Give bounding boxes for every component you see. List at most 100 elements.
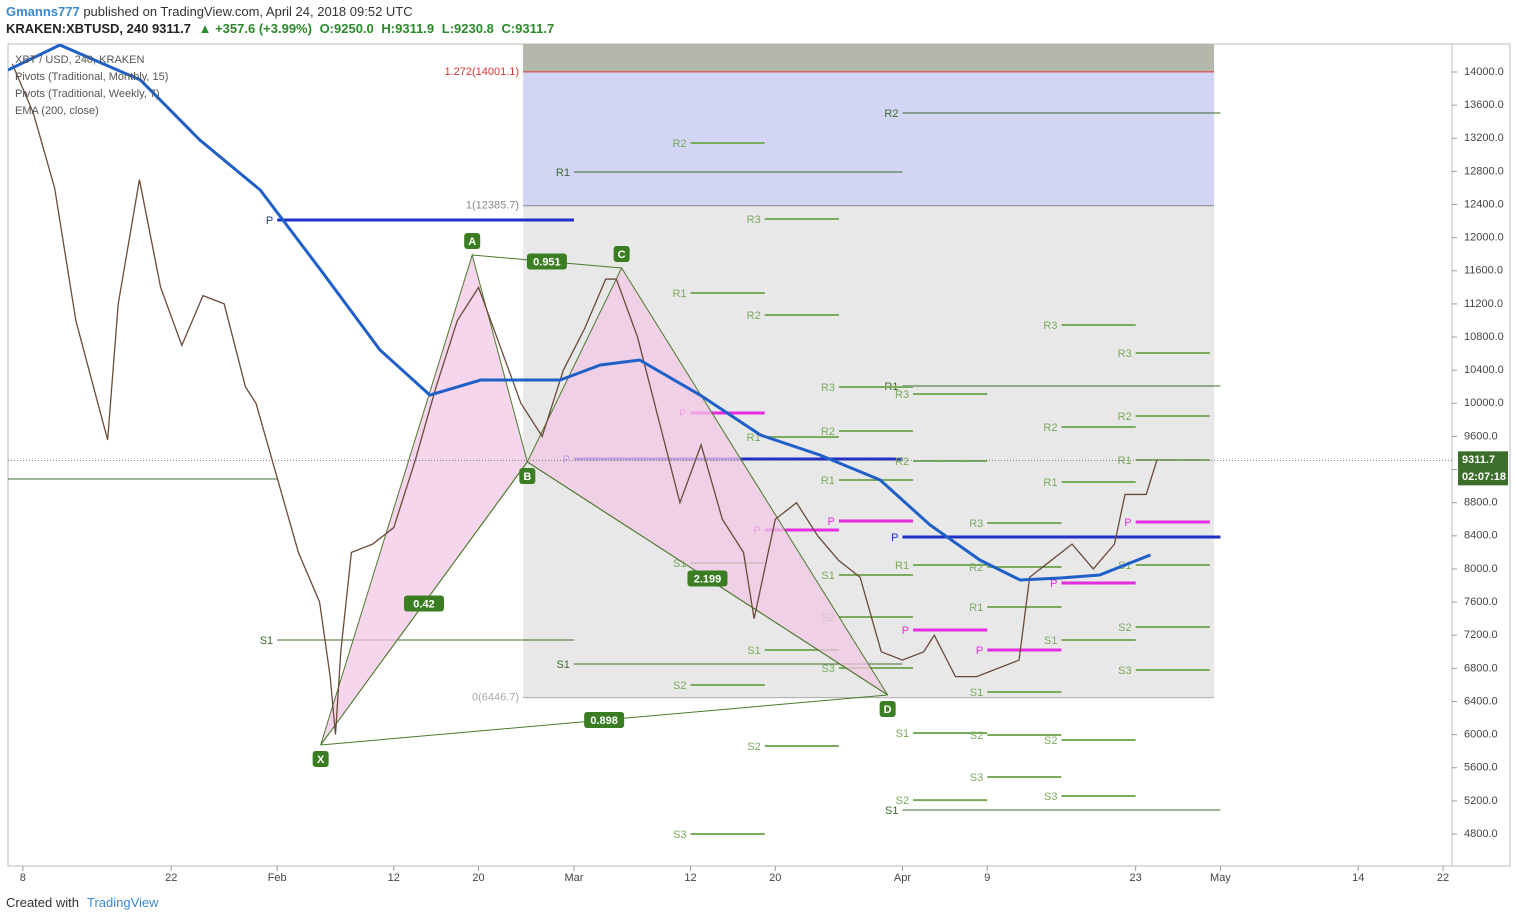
pivot-label: P (976, 645, 983, 657)
pivot-label: S1 (885, 805, 898, 817)
change: ▲ +357.6 (+3.99%) (198, 21, 312, 36)
point-label: A (468, 236, 476, 248)
pivot-layer: PS1R1PS1R2R1PS1R2R1PS1S2S3R3R2R1PS1S2R3R… (8, 108, 1221, 841)
y-tick-label: 5200.0 (1464, 795, 1498, 807)
y-tick-label: 10800.0 (1464, 331, 1504, 343)
y-tick-label: 14000.0 (1464, 66, 1504, 78)
y-tick-label: 11600.0 (1464, 265, 1503, 277)
point-label: C (618, 249, 626, 261)
pivot-label: P (902, 625, 909, 637)
point-box (312, 750, 329, 767)
pivot-label: R3 (969, 518, 983, 530)
ema-line (8, 44, 1152, 582)
x-tick-label: 20 (769, 872, 781, 884)
series-layer (8, 44, 1452, 735)
y-tick-label: 5600.0 (1464, 762, 1498, 774)
fib-label: 1(12385.7) (466, 200, 519, 212)
published: published on TradingView.com, April 24, … (83, 4, 413, 19)
pivot-label: P (891, 532, 898, 544)
last: 9311.7 (151, 21, 191, 36)
pivot-label: R1 (747, 432, 761, 444)
y-tick-label: 12800.0 (1464, 165, 1504, 177)
x-tick-label: Feb (268, 872, 287, 884)
axis-layer: 4800.0 5200.0 5600.0 6000.0 6400.0 6800.0 7200… (20, 66, 1508, 884)
legend: XBT / USD, 240, KRAKEN Pivots (Traditiona… (15, 54, 168, 117)
pivot-label: S2 (673, 680, 686, 692)
footer: Created with TradingView (6, 895, 159, 910)
x-tick-label: 22 (165, 872, 177, 884)
ratio-box (403, 595, 444, 612)
chart: 1.272(14001.1) 1(12385.7) 0(6446.7) P S1 R1 P… (7, 43, 1511, 884)
y-tick-label: 13200.0 (1464, 132, 1504, 144)
x-tick-label: 8 (20, 872, 26, 884)
pivot-label: R2 (821, 426, 835, 438)
pivot-label: S2 (896, 795, 909, 807)
pivot-label: P (828, 516, 835, 528)
pivot-label: S3 (1044, 791, 1057, 803)
publisher[interactable]: Gmanns777 (6, 4, 80, 19)
fib-label: 0(6446.7) (472, 692, 519, 704)
x-tick-label: Mar (564, 872, 583, 884)
pivot-label: R2 (969, 562, 983, 574)
pivot-label: S1 (1044, 635, 1057, 647)
pivot-label: S2 (970, 730, 983, 742)
point-box (464, 233, 481, 250)
point-box (519, 467, 536, 484)
y-tick-label: 12000.0 (1464, 232, 1504, 244)
ratio-box (584, 711, 625, 728)
pivot-label: S1 (556, 659, 569, 671)
pivot-label: P (1124, 517, 1131, 529)
close: C:9311.7 (501, 21, 555, 36)
pivot-label: S3 (821, 663, 834, 675)
x-tick-label: 12 (388, 872, 400, 884)
fib-layer: 1.272(14001.1) 1(12385.7) 0(6446.7) (444, 44, 1215, 704)
fib-label: 1.272(14001.1) (444, 66, 519, 78)
brand[interactable]: TradingView (86, 895, 159, 910)
symbol: KRAKEN:XBTUSD, 240 (6, 21, 149, 36)
created-with: Created with (6, 895, 79, 910)
y-tick-label: 4800.0 (1464, 828, 1498, 840)
ratio-box (687, 570, 728, 587)
pivot-label: P (1050, 578, 1057, 590)
pivot-label: R2 (1118, 411, 1132, 423)
legend-entry: EMA (200, close) (15, 105, 99, 117)
y-tick-label: 9600.0 (1464, 430, 1498, 442)
y-tick-label: 8000.0 (1464, 563, 1498, 575)
y-tick-label: 10400.0 (1464, 364, 1504, 376)
pivot-label: R2 (884, 108, 898, 120)
x-tick-label: 14 (1352, 872, 1364, 884)
pivot-label: R2 (895, 456, 909, 468)
point-label: X (317, 754, 325, 766)
pivot-label: R3 (1118, 348, 1132, 360)
pivot-label: R3 (1043, 320, 1057, 332)
pivot-label: R2 (672, 138, 686, 150)
pivot-label: R1 (556, 167, 570, 179)
x-tick-label: 23 (1130, 872, 1142, 884)
y-tick-label: 7200.0 (1464, 629, 1498, 641)
pattern-wing (320, 253, 528, 746)
point-label: D (884, 704, 892, 716)
pivot-label: S3 (673, 829, 686, 841)
pivot-label: P (266, 215, 273, 227)
countdown: 02:07:18 (1462, 471, 1506, 483)
pattern-layer: 0.42 0.951 2.199 0.898 X A B C D (312, 233, 896, 767)
pivot-label: R2 (1043, 422, 1057, 434)
pivot-label: S1 (260, 635, 273, 647)
fib-top (523, 44, 1215, 72)
ratio-label: 0.42 (413, 598, 434, 610)
pivot-label: S2 (1118, 622, 1131, 634)
x-tick-label: Apr (894, 872, 911, 884)
pivot-label: S3 (970, 772, 983, 784)
pivot-label: R1 (895, 560, 909, 572)
legend-entry: XBT / USD, 240, KRAKEN (15, 54, 144, 66)
price-line (11, 63, 1158, 735)
ratio-box (526, 253, 567, 270)
pivot-label: S1 (970, 687, 983, 699)
publish-line: Gmanns777 published on TradingView.com, … (6, 4, 413, 19)
ratio-label: 0.951 (533, 256, 561, 268)
pivot-label: S2 (747, 741, 760, 753)
y-tick-label: 11200.0 (1464, 298, 1503, 310)
pivot-label: S3 (1118, 665, 1131, 677)
x-tick-label: 12 (684, 872, 696, 884)
